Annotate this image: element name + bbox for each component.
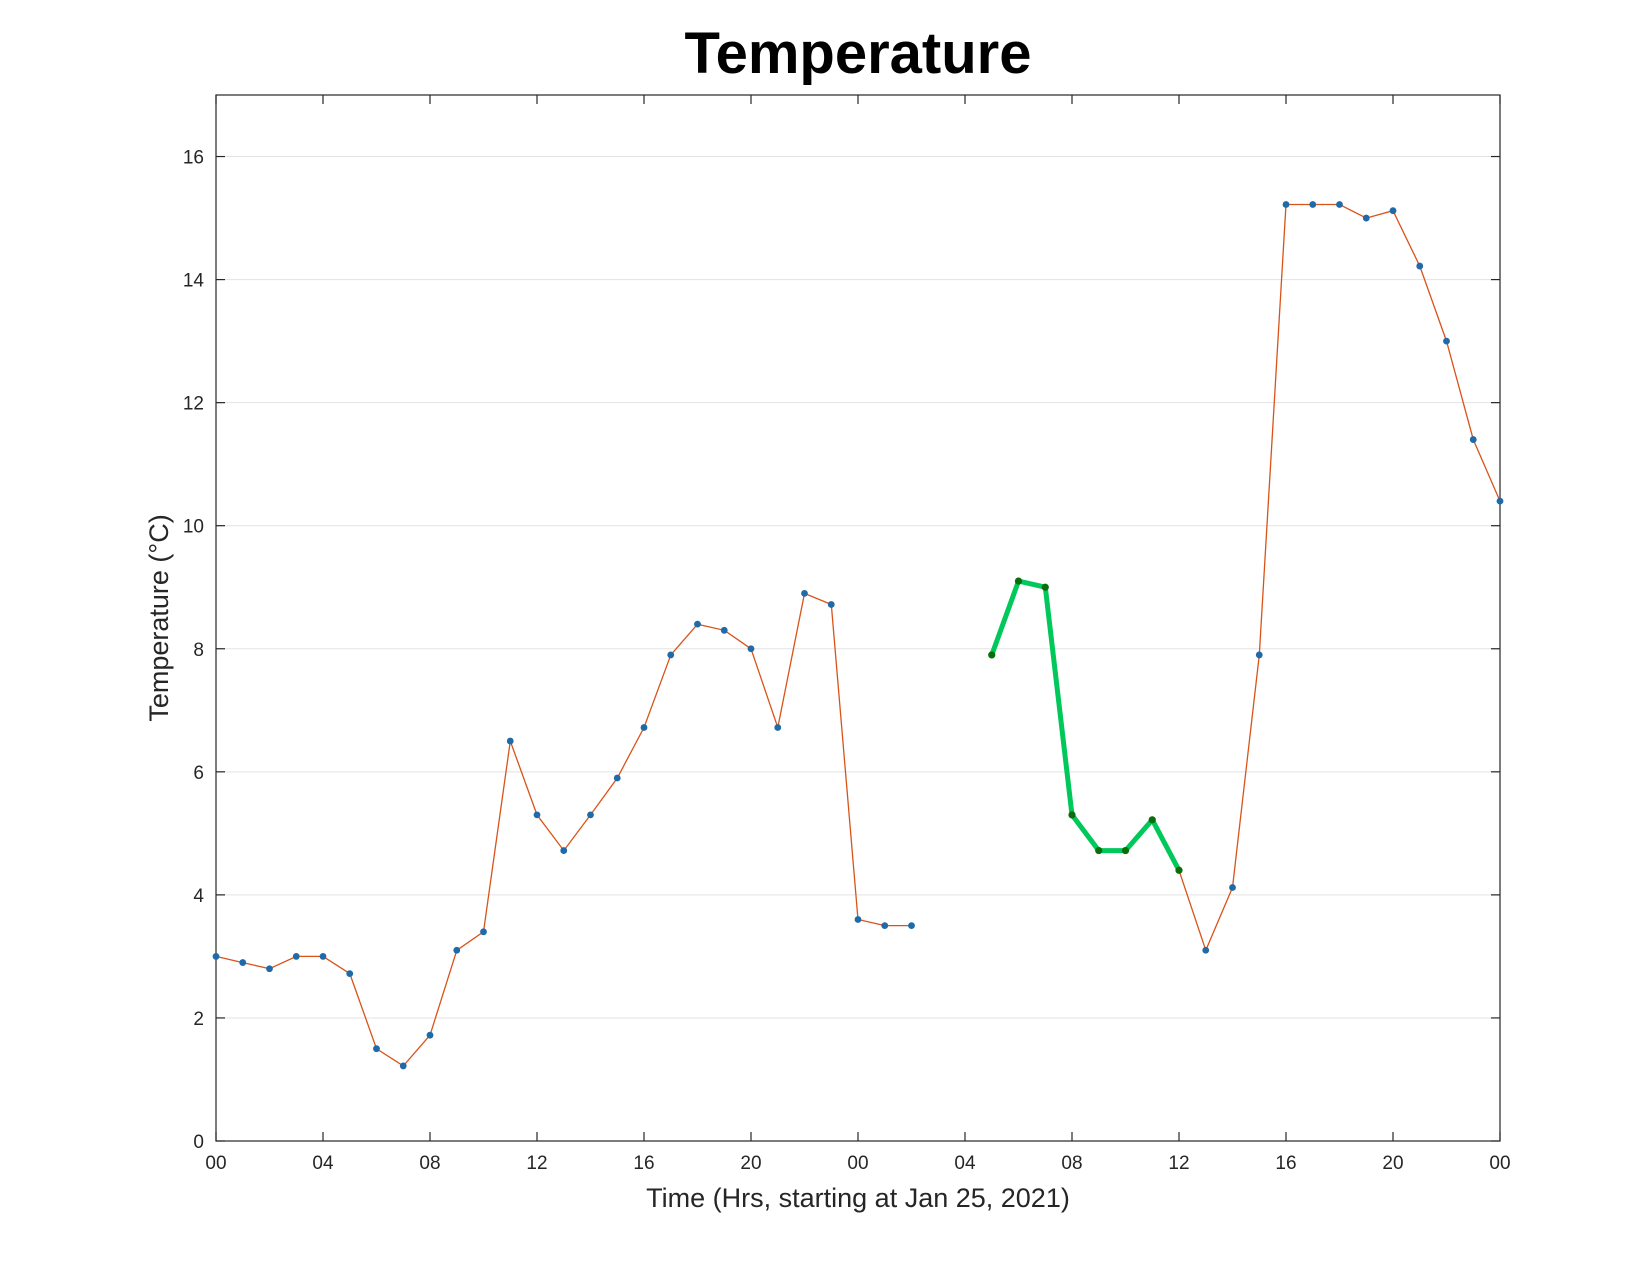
axis-ticks bbox=[215, 95, 1501, 1142]
y-tick-label: 10 bbox=[183, 517, 204, 538]
y-tick-label: 14 bbox=[183, 271, 205, 292]
data-point-measured bbox=[1389, 207, 1397, 215]
y-tick-label: 12 bbox=[183, 394, 204, 415]
y-axis-tick-labels: 0 2 4 6 8 10 12 14 16 bbox=[183, 148, 205, 1153]
x-tick-label: 16 bbox=[633, 1153, 654, 1174]
data-point-measured bbox=[426, 1031, 434, 1039]
x-tick-label: 04 bbox=[954, 1153, 976, 1174]
data-point-measured bbox=[801, 589, 808, 597]
x-tick-label: 12 bbox=[1168, 1153, 1189, 1174]
x-tick-label: 04 bbox=[312, 1153, 334, 1174]
data-point-measured bbox=[292, 953, 300, 960]
data-point-measured bbox=[266, 965, 273, 973]
y-tick-label: 16 bbox=[183, 148, 204, 169]
data-point-highlight bbox=[988, 651, 996, 659]
data-point-highlight bbox=[1095, 846, 1103, 855]
data-point-measured bbox=[1202, 946, 1210, 954]
data-point-measured bbox=[1496, 497, 1504, 505]
data-point-measured bbox=[239, 959, 247, 966]
data-point-measured bbox=[908, 922, 915, 930]
data-point-measured bbox=[854, 916, 862, 923]
data-point-measured bbox=[1416, 262, 1424, 270]
x-tick-label: 20 bbox=[740, 1153, 761, 1174]
data-point-highlight bbox=[1068, 811, 1076, 819]
x-tick-label: 08 bbox=[1061, 1153, 1082, 1174]
data-point-measured bbox=[774, 724, 782, 731]
grid-lines bbox=[216, 156, 1500, 1019]
data-point-measured bbox=[827, 601, 835, 608]
x-tick-label: 00 bbox=[1489, 1153, 1510, 1174]
data-point-measured bbox=[1282, 201, 1290, 208]
x-tick-label: 00 bbox=[847, 1153, 868, 1174]
series-line-measured bbox=[215, 592, 912, 1067]
data-point-measured bbox=[1229, 884, 1236, 891]
data-point-measured bbox=[212, 953, 220, 960]
data-point-measured bbox=[640, 724, 648, 731]
y-tick-label: 2 bbox=[193, 1009, 204, 1030]
data-point-highlight bbox=[1148, 816, 1156, 824]
y-axis-label: Temperature (°C) bbox=[144, 514, 174, 721]
data-point-measured bbox=[1336, 201, 1343, 208]
y-tick-label: 4 bbox=[193, 886, 204, 907]
data-point-measured bbox=[1469, 436, 1477, 443]
data-point-highlight bbox=[1175, 866, 1183, 874]
series-line-highlight bbox=[989, 578, 1182, 872]
data-point-measured bbox=[506, 737, 514, 745]
x-tick-label: 16 bbox=[1275, 1153, 1296, 1174]
x-tick-label: 20 bbox=[1382, 1153, 1403, 1174]
data-point-highlight bbox=[1121, 846, 1130, 855]
data-point-measured bbox=[533, 811, 541, 819]
data-point-measured bbox=[587, 811, 594, 819]
data-point-measured bbox=[747, 645, 755, 653]
series-line-measured bbox=[991, 203, 1501, 953]
y-tick-label: 8 bbox=[193, 640, 204, 661]
x-tick-label: 00 bbox=[205, 1153, 226, 1174]
data-point-measured bbox=[1255, 651, 1263, 659]
chart-title: Temperature bbox=[684, 21, 1031, 86]
data-point-measured bbox=[480, 928, 487, 936]
data-point-measured bbox=[346, 970, 354, 978]
data-point-measured bbox=[373, 1045, 380, 1053]
data-point-highlight bbox=[1014, 577, 1023, 585]
y-tick-label: 0 bbox=[193, 1132, 204, 1153]
data-point-measured bbox=[881, 922, 889, 930]
data-point-measured bbox=[319, 953, 327, 960]
x-axis-label: Time (Hrs, starting at Jan 25, 2021) bbox=[646, 1183, 1070, 1213]
data-point-measured bbox=[1362, 214, 1370, 222]
x-tick-label: 08 bbox=[419, 1153, 440, 1174]
data-point-measured bbox=[720, 626, 728, 634]
x-axis-tick-labels: 00 04 08 12 16 20 00 04 08 12 16 20 00 bbox=[205, 1153, 1510, 1174]
data-point-measured bbox=[1309, 201, 1317, 208]
plot-area bbox=[215, 94, 1501, 1142]
data-series bbox=[212, 201, 1504, 1070]
data-point-highlight bbox=[1041, 583, 1049, 591]
data-point-measured bbox=[613, 774, 621, 782]
data-point-measured bbox=[667, 651, 675, 659]
y-tick-label: 6 bbox=[193, 763, 204, 784]
x-tick-label: 12 bbox=[526, 1153, 547, 1174]
data-point-measured bbox=[694, 620, 701, 628]
data-point-measured bbox=[560, 847, 568, 854]
data-point-measured bbox=[399, 1062, 407, 1070]
data-point-measured bbox=[1443, 337, 1450, 345]
data-point-measured bbox=[453, 946, 461, 954]
